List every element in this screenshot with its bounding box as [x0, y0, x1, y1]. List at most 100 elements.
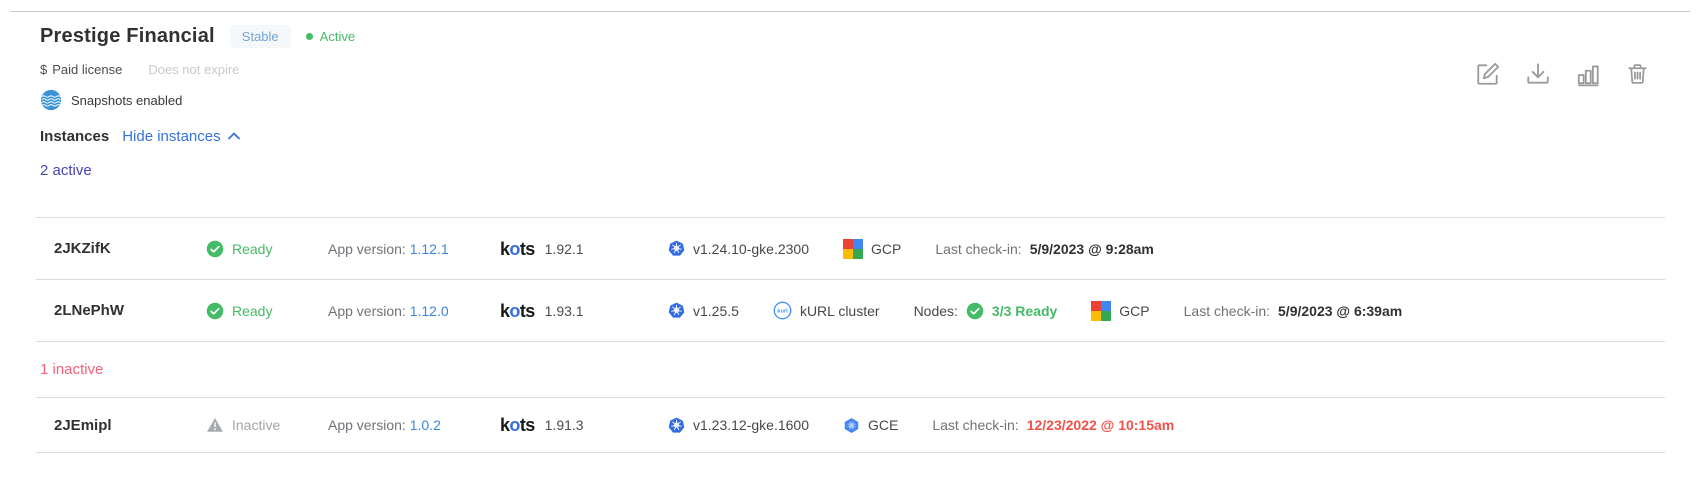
instance-row: 2LNePhW Ready App version: 1.12.0 kots 1…	[36, 279, 1665, 341]
nodes-label: Nodes:	[913, 302, 958, 319]
customer-reporting-button[interactable]	[1574, 60, 1601, 87]
last-checkin-cell: Last check-in: 5/9/2023 @ 6:39am	[1184, 303, 1403, 319]
instance-id: 2JEmipl	[54, 416, 112, 434]
k8s-version: v1.23.12-gke.1600	[693, 417, 809, 433]
active-count-label: 2 active	[40, 162, 92, 179]
customer-actions-toolbar	[1474, 60, 1651, 87]
instance-status: Ready	[206, 240, 328, 258]
kots-logo: kots	[500, 415, 535, 435]
chevron-up-icon	[227, 132, 240, 140]
provider-label: GCP	[870, 240, 902, 257]
kubernetes-icon	[668, 240, 685, 257]
app-version-label: App version:	[328, 302, 406, 319]
check-circle-icon	[206, 302, 224, 320]
snapshots-row: Snapshots enabled	[40, 89, 1701, 111]
provider-cell: GCP	[1091, 301, 1150, 321]
edit-customer-button[interactable]	[1474, 60, 1501, 87]
kots-logo: kots	[500, 300, 535, 321]
last-checkin-label: Last check-in:	[935, 240, 1022, 257]
last-checkin-label: Last check-in:	[1183, 302, 1271, 319]
app-version-cell: App version: 1.0.2	[328, 417, 500, 433]
trash-icon	[1628, 64, 1647, 84]
edit-icon	[1476, 62, 1499, 85]
last-checkin-value: 12/23/2022 @ 10:15am	[1026, 417, 1175, 433]
license-expiry: Does not expire	[148, 61, 240, 77]
last-checkin-cell: Last check-in: 5/9/2023 @ 9:28am	[935, 241, 1154, 257]
app-version-cell: App version: 1.12.1	[328, 241, 500, 257]
k8s-version: v1.24.10-gke.2300	[693, 240, 809, 257]
kots-version: 1.93.1	[544, 302, 584, 319]
check-circle-icon	[206, 240, 224, 258]
instance-details: v1.25.5 kURL cluster Nodes: 3/3 Ready GC…	[668, 301, 1402, 321]
instance-status-label: Inactive	[232, 417, 281, 433]
gcp-icon	[1091, 301, 1111, 321]
kots-version-cell: kots 1.91.3	[500, 416, 668, 434]
license-type: $ Paid license	[40, 62, 122, 77]
license-row: $ Paid license Does not expire	[40, 61, 1701, 77]
hide-instances-label: Hide instances	[122, 127, 221, 145]
instance-status: Inactive	[206, 416, 328, 434]
k8s-version-cell: v1.25.5	[668, 302, 739, 319]
hide-instances-link[interactable]: Hide instances	[122, 127, 240, 145]
gce-icon	[843, 417, 860, 434]
provider-cell: GCP	[843, 239, 901, 259]
app-version-cell: App version: 1.12.0	[328, 303, 500, 319]
kots-version: 1.92.1	[544, 240, 584, 257]
instance-id: 2LNePhW	[54, 302, 125, 319]
nodes-status: 3/3 Ready	[991, 302, 1058, 319]
nodes-cell: Nodes: 3/3 Ready	[913, 302, 1058, 320]
app-version-link[interactable]: 1.12.0	[409, 302, 449, 319]
k8s-version-cell: v1.23.12-gke.1600	[668, 417, 809, 434]
instances-table: 2JKZifK Ready App version: 1.12.1 kots 1…	[36, 217, 1665, 453]
instance-status: Ready	[206, 302, 328, 320]
app-version-label: App version:	[328, 240, 406, 257]
title-row: Prestige Financial Stable Active	[40, 24, 1701, 48]
channel-badge: Stable	[229, 24, 291, 48]
provider-cell: GCE	[843, 417, 898, 434]
k8s-version: v1.25.5	[693, 302, 739, 319]
inactive-count-label: 1 inactive	[36, 341, 1665, 397]
gcp-icon	[843, 239, 863, 259]
provider-label: GCE	[867, 417, 899, 433]
customer-status-label: Active	[319, 28, 356, 44]
kots-version: 1.91.3	[544, 417, 584, 433]
kots-version-cell: kots 1.92.1	[500, 240, 668, 258]
app-version-link[interactable]: 1.0.2	[409, 417, 441, 433]
last-checkin-value: 5/9/2023 @ 9:28am	[1029, 240, 1154, 257]
instance-details: v1.23.12-gke.1600 GCE Last check-in: 12/…	[668, 417, 1174, 434]
download-license-button[interactable]	[1524, 60, 1551, 87]
customer-name: Prestige Financial	[40, 24, 215, 47]
instances-title: Instances	[40, 127, 110, 145]
last-checkin-value: 5/9/2023 @ 6:39am	[1278, 302, 1403, 319]
download-icon	[1526, 62, 1549, 84]
provider-label: GCP	[1119, 302, 1150, 319]
customer-status-badge: Active	[305, 28, 356, 44]
delete-customer-button[interactable]	[1624, 60, 1651, 87]
instance-id: 2JKZifK	[54, 240, 111, 257]
cluster-type-cell: kURL cluster	[773, 301, 880, 320]
license-type-label: Paid license	[52, 61, 123, 77]
kots-logo: kots	[500, 238, 535, 259]
snapshots-label: Snapshots enabled	[71, 92, 183, 108]
table-bottom-divider	[36, 452, 1665, 453]
kubernetes-icon	[668, 302, 685, 319]
status-dot-icon	[305, 32, 313, 40]
dollar-icon: $	[40, 61, 48, 77]
instances-row: Instances Hide instances	[40, 126, 1701, 146]
instance-row: 2JKZifK Ready App version: 1.12.1 kots 1…	[36, 217, 1665, 279]
app-version-label: App version:	[328, 417, 406, 433]
instance-status-label: Ready	[232, 240, 273, 257]
last-checkin-label: Last check-in:	[932, 417, 1019, 433]
warning-triangle-icon	[206, 416, 224, 434]
k8s-version-cell: v1.24.10-gke.2300	[668, 240, 809, 257]
top-divider	[10, 11, 1690, 12]
last-checkin-cell: Last check-in: 12/23/2022 @ 10:15am	[932, 417, 1174, 433]
cluster-type-label: kURL cluster	[799, 302, 880, 319]
customer-header: Prestige Financial Stable Active $ Paid …	[0, 0, 1701, 181]
kubernetes-icon	[668, 417, 685, 434]
snapshots-icon	[40, 89, 62, 111]
instance-status-label: Ready	[232, 302, 273, 319]
kots-version-cell: kots 1.93.1	[500, 302, 668, 320]
kurl-icon	[773, 301, 792, 320]
app-version-link[interactable]: 1.12.1	[409, 240, 449, 257]
